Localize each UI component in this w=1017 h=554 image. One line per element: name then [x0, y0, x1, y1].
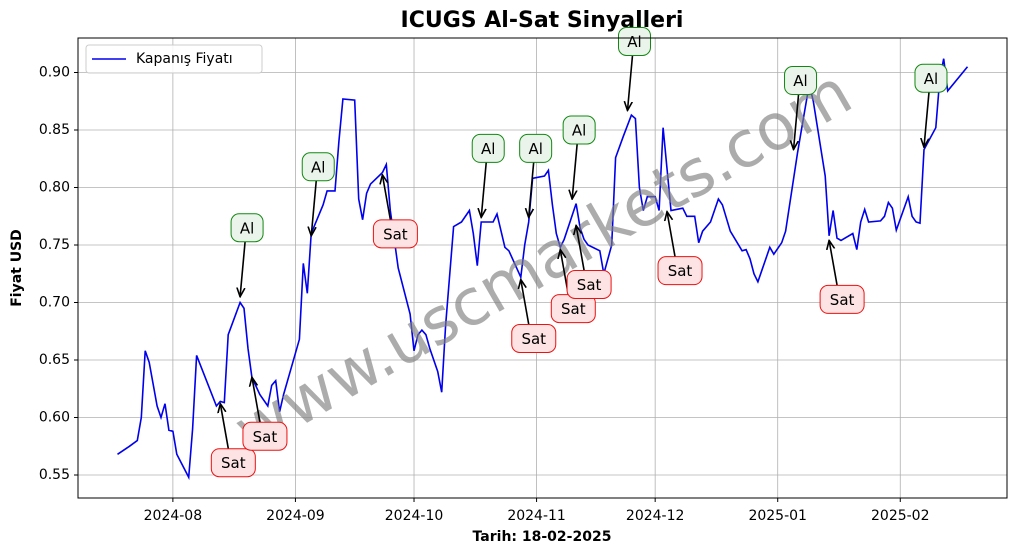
y-tick-label: 0.65 — [39, 352, 70, 368]
signal-box — [511, 324, 557, 353]
legend-label: Kapanış Fiyatı — [136, 51, 233, 67]
signal-box — [471, 133, 505, 163]
signal-box — [617, 26, 651, 56]
signal-box — [914, 63, 948, 93]
signal-arrow — [220, 404, 230, 449]
x-tick-label: 2024-08 — [144, 508, 203, 524]
signal-box — [562, 115, 596, 145]
y-axis-label: Fiyat USD — [9, 229, 25, 307]
signal-box — [784, 66, 818, 96]
signal-box — [372, 219, 418, 249]
signal-box — [230, 213, 264, 243]
signal-arrow — [572, 143, 578, 199]
signal-box — [819, 284, 865, 314]
signal-box — [657, 256, 703, 286]
signal-arrow — [529, 162, 535, 217]
signal-label: Sat — [561, 300, 586, 318]
signal-label: Sat — [383, 225, 408, 243]
signal-label: Al — [481, 140, 495, 158]
price-line — [117, 58, 969, 481]
signal-arrow — [924, 92, 930, 147]
signal-arrow — [382, 175, 392, 220]
signal-label: Al — [793, 72, 807, 90]
legend-box — [85, 44, 263, 74]
y-tick-label: 0.55 — [39, 467, 70, 483]
signal-label: Al — [572, 122, 586, 140]
signal-arrow — [252, 377, 261, 423]
watermark: www.uscmarkets.com — [223, 55, 865, 468]
signal-box — [301, 152, 335, 182]
signal-arrow — [667, 212, 676, 257]
signal-label: Al — [240, 219, 254, 237]
y-tick-label: 0.70 — [39, 295, 70, 311]
x-tick-label: 2024-10 — [385, 508, 444, 524]
x-axis-label: Tarih: 18-02-2025 — [473, 529, 612, 545]
x-tick-label: 2024-09 — [266, 508, 325, 524]
signal-label: Sat — [253, 428, 278, 446]
signal-box — [566, 269, 612, 299]
signal-label: Sat — [577, 276, 602, 294]
x-tick-label: 2025-01 — [748, 508, 807, 524]
signal-label: Sat — [830, 291, 855, 309]
signal-arrow — [829, 240, 838, 286]
signal-arrow — [521, 280, 530, 325]
y-tick-label: 0.80 — [39, 180, 70, 196]
plot-frame — [77, 37, 1008, 499]
x-tick-label: 2024-11 — [507, 508, 566, 524]
y-tick-label: 0.60 — [39, 410, 70, 426]
signal-arrow — [627, 55, 634, 110]
signal-box — [242, 421, 288, 451]
signal-arrow — [576, 225, 585, 271]
signal-box — [519, 133, 553, 163]
signal-box — [210, 448, 256, 478]
signal-label: Sat — [668, 262, 693, 280]
signal-label: Al — [311, 158, 325, 176]
legend: Kapanış Fiyatı — [85, 44, 263, 74]
signal-label: Al — [528, 140, 542, 158]
signal-label: Al — [627, 33, 641, 51]
x-tick-label: 2025-02 — [871, 508, 930, 524]
x-tick-label: 2024-12 — [626, 508, 685, 524]
signal-arrow — [794, 94, 800, 150]
y-tick-label: 0.90 — [39, 65, 70, 81]
signal-arrow — [481, 162, 488, 217]
signal-label: Sat — [221, 454, 246, 472]
y-tick-label: 0.75 — [39, 237, 70, 253]
signal-label: Sat — [521, 330, 546, 348]
signal-label: Al — [924, 70, 938, 88]
signal-arrow — [311, 180, 318, 236]
y-tick-label: 0.85 — [39, 122, 70, 138]
signal-arrow — [240, 241, 246, 297]
